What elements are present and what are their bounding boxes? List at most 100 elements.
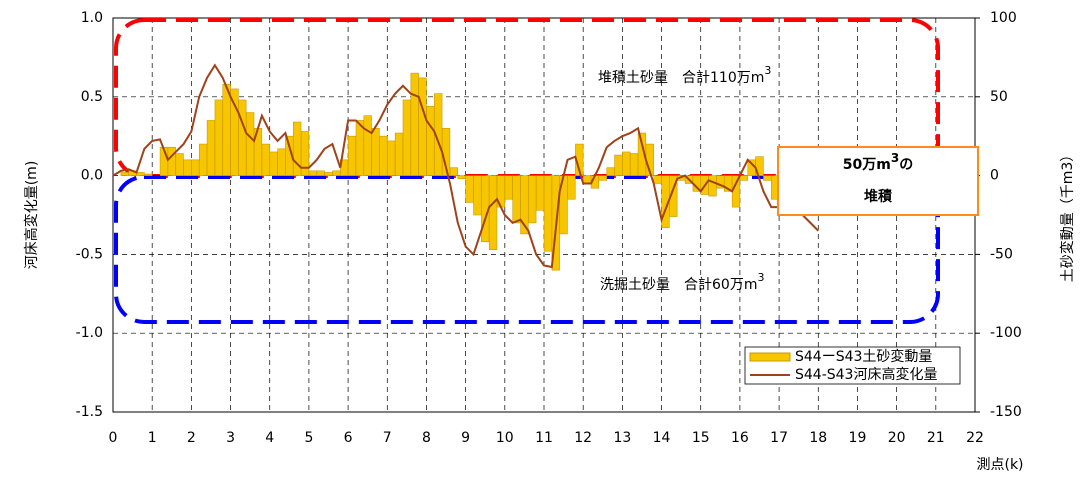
bar <box>488 175 498 250</box>
annotation: 洗掘土砂量 合計60万m3 <box>600 271 764 293</box>
bar <box>402 99 412 176</box>
y-tick-label: -1.0 <box>76 325 103 341</box>
annotation: 堆積土砂量 合計110万m3 <box>598 64 771 86</box>
annotation-sup: 3 <box>757 271 764 284</box>
x-tick-label: 3 <box>226 430 235 446</box>
bar <box>543 175 553 252</box>
bar <box>582 175 592 184</box>
bar <box>136 172 145 176</box>
x-axis-label: 測点(k) <box>976 457 1023 473</box>
y2-axis-label: 土砂変動量（千m3） <box>1059 148 1076 283</box>
bar <box>755 156 764 176</box>
bar <box>567 175 576 200</box>
x-tick-label: 17 <box>770 430 788 446</box>
bar <box>347 135 357 176</box>
line <box>112 63 819 269</box>
bar <box>739 175 748 181</box>
y2-tick-label: -150 <box>990 404 1022 420</box>
y2-tick-label: 100 <box>990 10 1017 26</box>
bar <box>277 148 286 176</box>
bar <box>371 128 380 176</box>
x-tick-label: 11 <box>535 430 553 446</box>
bar <box>269 151 278 176</box>
x-tick-label: 21 <box>927 430 945 446</box>
bar <box>614 154 623 176</box>
y2-tick-label: 0 <box>990 168 999 184</box>
x-tick-label: 20 <box>888 430 906 446</box>
bar <box>473 175 482 216</box>
x-tick-label: 4 <box>265 430 274 446</box>
bar <box>175 153 184 176</box>
bar <box>324 172 333 176</box>
y-tick-label: 1.0 <box>81 10 103 26</box>
x-tick-label: 22 <box>966 430 984 446</box>
x-tick-label: 18 <box>809 430 827 446</box>
net-box <box>777 146 979 216</box>
annotation-sup: 3 <box>764 64 771 77</box>
x-tick-label: 10 <box>496 430 514 446</box>
bar <box>449 167 459 176</box>
bar <box>245 112 255 176</box>
bar <box>214 99 223 176</box>
y2-tick-label: 50 <box>990 89 1008 105</box>
x-tick-label: 5 <box>304 430 313 446</box>
scour-box <box>114 175 940 324</box>
annotation-text: 堆積土砂量 合計110万m <box>598 70 764 86</box>
bar <box>504 175 513 200</box>
bar <box>316 170 325 176</box>
bar <box>606 167 615 176</box>
net-annotation: 50万m3の <box>843 151 913 174</box>
bar <box>708 175 717 197</box>
x-tick-label: 6 <box>344 430 353 446</box>
x-tick-label: 15 <box>692 430 710 446</box>
x-tick-label: 0 <box>109 430 118 446</box>
x-tick-label: 1 <box>148 430 157 446</box>
y-tick-label: -1.5 <box>76 404 103 420</box>
bar <box>198 143 208 176</box>
x-tick-label: 2 <box>187 430 196 446</box>
bar <box>669 175 678 217</box>
bar <box>230 88 239 176</box>
bar <box>387 140 396 176</box>
y-axis-label: 河床高変化量(m) <box>23 161 40 270</box>
bar <box>465 175 474 203</box>
bar <box>410 72 419 176</box>
y2-tick-label: -50 <box>990 246 1013 262</box>
y2-tick-label: -100 <box>990 325 1022 341</box>
bar <box>300 131 310 176</box>
bar <box>622 151 631 176</box>
bar <box>206 120 216 176</box>
bar <box>191 159 200 176</box>
annotation-text: 洗掘土砂量 合計60万m <box>600 277 757 293</box>
bar <box>144 173 153 176</box>
y-tick-label: 0.5 <box>81 89 103 105</box>
y-tick-label: 0.0 <box>81 168 103 184</box>
net-sup: 3 <box>891 151 899 165</box>
y-tick-label: -0.5 <box>76 246 103 262</box>
bar <box>535 175 545 211</box>
x-tick-label: 19 <box>849 430 867 446</box>
x-tick-label: 12 <box>574 430 592 446</box>
bar <box>222 83 231 176</box>
bar <box>238 99 247 176</box>
bar <box>261 143 270 176</box>
net-text: の <box>899 157 913 173</box>
net-text: 50万m <box>843 157 891 173</box>
bar <box>653 175 662 184</box>
x-tick-label: 16 <box>731 430 749 446</box>
bar <box>308 170 317 176</box>
bar <box>379 135 388 176</box>
bar <box>731 175 741 208</box>
bar <box>598 175 607 181</box>
x-tick-label: 13 <box>613 430 631 446</box>
x-tick-label: 7 <box>383 430 392 446</box>
bar <box>394 132 404 176</box>
bar <box>167 146 176 176</box>
bar <box>763 175 772 181</box>
legend-label: S44ーS43土砂変動量 <box>795 348 932 365</box>
x-tick-label: 9 <box>461 430 470 446</box>
bar <box>426 105 435 176</box>
x-tick-label: 8 <box>422 430 431 446</box>
bar <box>363 115 372 176</box>
bar <box>332 170 341 176</box>
